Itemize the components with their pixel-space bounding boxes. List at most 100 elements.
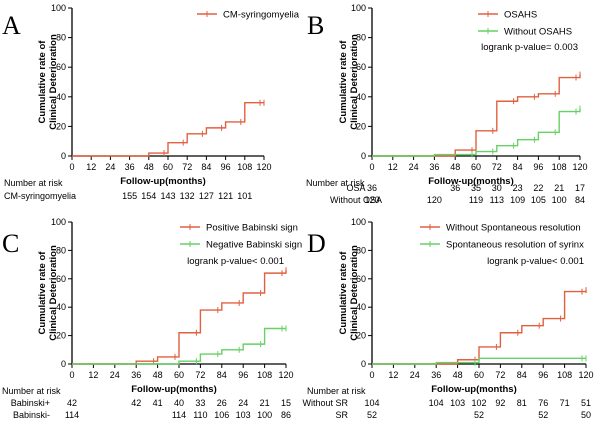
y-tick-label: 100: [351, 217, 366, 227]
risk-value: 52: [474, 410, 484, 420]
y-tick-label: 80: [356, 245, 366, 255]
x-tick-label: 24: [110, 370, 120, 380]
risk-value: 114: [65, 410, 79, 420]
pvalue-text: logrank p-value< 0.001: [487, 256, 584, 267]
risk-value: 42: [67, 398, 77, 408]
pvalue-text: logrank p-value< 0.001: [187, 256, 284, 267]
y-tick-label: 0: [361, 359, 366, 369]
risk-value: 104: [364, 398, 379, 408]
x-tick-label: 48: [144, 162, 154, 172]
legend-label: Positive Babinski sign: [206, 223, 298, 234]
risk-value: 104: [429, 398, 444, 408]
y-axis-title-line: Clinical Deterioration: [48, 245, 59, 341]
risk-row-label: SR: [335, 410, 348, 420]
y-tick-label: 40: [356, 302, 366, 312]
x-tick-label: 12: [388, 162, 398, 172]
risk-value: 81: [517, 398, 527, 408]
risk-value: 103: [450, 398, 465, 408]
risk-value: 41: [153, 398, 163, 408]
legend-label: Spontaneous resolution of syrinx: [446, 240, 584, 251]
risk-value: 105: [531, 195, 546, 205]
risk-value: 33: [195, 398, 205, 408]
y-axis-title: Cumulative rate ofClinical Deterioration: [37, 34, 59, 130]
x-tick-label: 60: [474, 370, 484, 380]
risk-value: 35: [471, 183, 481, 193]
x-tick-label: 36: [429, 162, 439, 172]
y-tick-label: 20: [356, 121, 366, 131]
y-axis-title: Cumulative rate ofClinical Deterioration: [37, 245, 59, 341]
series-line-2: [372, 357, 586, 365]
legend-label: Without Spontaneous resolution: [446, 223, 581, 234]
x-tick-label: 0: [369, 162, 374, 172]
risk-value: 84: [575, 195, 585, 205]
y-axis-title-line: Cumulative rate of: [338, 40, 349, 124]
risk-row-label: Babinski+: [11, 398, 50, 408]
y-tick-label: 40: [56, 92, 66, 102]
y-tick-label: 100: [51, 217, 66, 227]
risk-value: 101: [237, 191, 252, 201]
x-tick-label: 96: [221, 162, 231, 172]
risk-value: 42: [131, 398, 141, 408]
legend-label: Without OSAHS: [504, 27, 572, 38]
risk-value: 155: [122, 191, 137, 201]
risk-value: 121: [218, 191, 233, 201]
x-tick-label: 72: [495, 370, 505, 380]
y-axis-title-line: Cumulative rate of: [37, 251, 48, 335]
x-tick-label: 0: [369, 370, 374, 380]
risk-value: 110: [193, 410, 207, 420]
y-tick-label: 0: [61, 151, 66, 161]
pvalue-text: logrank p-value= 0.003: [481, 42, 578, 53]
risk-value: 100: [552, 195, 567, 205]
panel-letter: B: [307, 11, 324, 40]
risk-table-header: Number at risk: [2, 386, 61, 396]
panel-letter: A: [2, 11, 21, 40]
risk-value: 132: [180, 191, 195, 201]
y-axis-title-line: Cumulative rate of: [338, 251, 349, 335]
risk-value: 50: [581, 410, 591, 420]
risk-table-header: Number at risk: [306, 178, 365, 188]
risk-value: 17: [575, 183, 585, 193]
y-axis-title-line: Clinical Deterioration: [48, 34, 59, 130]
x-tick-label: 84: [517, 370, 527, 380]
risk-value: 120: [364, 195, 379, 205]
risk-value: 127: [199, 191, 214, 201]
risk-row-label: Without OSA: [330, 195, 382, 205]
x-tick-label: 96: [238, 370, 248, 380]
risk-value: 102: [471, 398, 486, 408]
x-tick-label: 120: [578, 370, 593, 380]
series-line-1: [72, 270, 287, 365]
risk-value: 100: [257, 410, 272, 420]
risk-value: 26: [217, 398, 227, 408]
risk-value: 119: [469, 195, 483, 205]
risk-value: 51: [581, 398, 591, 408]
x-tick-label: 60: [163, 162, 173, 172]
panel-letter: D: [307, 229, 326, 258]
y-tick-label: 60: [356, 62, 366, 72]
series-line-2: [72, 327, 286, 365]
y-tick-label: 20: [56, 121, 66, 131]
risk-value: 120: [427, 195, 442, 205]
x-tick-label: 60: [471, 162, 481, 172]
risk-row-label: Babinski-: [13, 410, 50, 420]
risk-value: 40: [174, 398, 184, 408]
series-line-2: [372, 108, 581, 157]
x-axis-title: Follow-up(months): [431, 384, 516, 395]
x-tick-label: 36: [131, 370, 141, 380]
risk-value: 86: [281, 410, 291, 420]
x-tick-label: 24: [410, 370, 420, 380]
risk-value: 71: [560, 398, 570, 408]
x-tick-label: 24: [409, 162, 419, 172]
x-axis-title: Follow-up(months): [428, 176, 513, 187]
risk-table-header: Number at risk: [4, 178, 63, 188]
y-axis-title: Cumulative rate ofClinical Deterioration: [338, 245, 360, 341]
x-tick-label: 72: [182, 162, 192, 172]
risk-value: 114: [172, 410, 186, 420]
risk-table-header: Number at risk: [307, 386, 366, 396]
x-tick-label: 12: [88, 370, 98, 380]
y-tick-label: 0: [361, 151, 366, 161]
risk-row-label: OSA: [346, 183, 365, 193]
y-tick-label: 80: [56, 33, 66, 43]
series-line-1: [372, 74, 581, 157]
x-tick-label: 0: [69, 370, 74, 380]
